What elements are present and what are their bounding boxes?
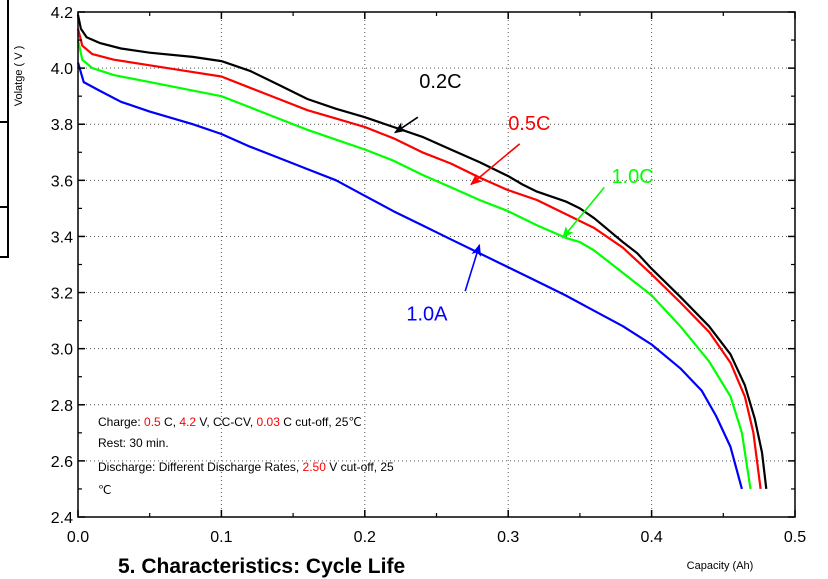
- note-line: Discharge: Different Discharge Rates, 2.…: [98, 460, 394, 474]
- left-fragment-rule: [0, 121, 9, 123]
- y-tick-label: 2.6: [51, 454, 73, 471]
- curve-label-arrow: [470, 143, 521, 186]
- curve-labels: 0.2C 0.5C 1.0C 1.0A: [394, 71, 654, 326]
- note-segment: 0.5: [144, 415, 161, 429]
- series-line-0.5C: [76, 28, 762, 490]
- section-heading: 5. Characteristics: Cycle Life: [118, 555, 406, 578]
- note-line: ℃: [98, 483, 111, 497]
- x-tick-label: 0.0: [67, 529, 89, 546]
- curve-label-1.0C: 1.0C: [611, 166, 653, 188]
- curve-label-0.5C: 0.5C: [508, 113, 550, 135]
- y-tick-label: 4.2: [51, 5, 73, 22]
- y-tick-label: 2.8: [51, 398, 73, 415]
- note-segment: 2.50: [303, 460, 327, 474]
- note-segment: 0.03: [257, 415, 281, 429]
- curve-label-arrow: [394, 116, 419, 134]
- y-tick-label: 3.0: [51, 342, 73, 359]
- series-line-1.0A: [76, 62, 743, 490]
- y-tick-label: 2.4: [51, 510, 73, 527]
- curve-label-arrow: [464, 243, 482, 292]
- grid-lines: [78, 12, 795, 517]
- left-table-fragment: [0, 0, 9, 258]
- note-line: Charge: 0.5 C, 4.2 V, CC-CV, 0.03 C cut-…: [98, 415, 362, 429]
- left-fragment-rule: [0, 206, 9, 208]
- x-tick-label: 0.5: [784, 529, 806, 546]
- series-lines: [76, 14, 768, 490]
- curve-label-0.2C: 0.2C: [419, 71, 461, 93]
- y-tick-label: 4.0: [51, 61, 73, 78]
- note-segment: C cut-off, 25℃: [280, 415, 362, 429]
- note-segment: Discharge: Different Discharge Rates,: [98, 460, 303, 474]
- curve-label-1.0A: 1.0A: [406, 304, 448, 326]
- series-line-1.0C: [76, 39, 752, 490]
- note-segment: V, CC-CV,: [196, 415, 256, 429]
- note-line: Rest: 30 min.: [98, 436, 169, 450]
- axis-ticks: 0.0 0.1 0.2 0.3 0.4 0.5 2.4 2.6 2.8 3.0 3.2 3.4 3.6 3…: [51, 5, 806, 546]
- x-tick-label: 0.4: [640, 529, 662, 546]
- test-conditions-note: Charge: 0.5 C, 4.2 V, CC-CV, 0.03 C cut-…: [98, 415, 394, 497]
- x-tick-label: 0.3: [497, 529, 519, 546]
- y-tick-label: 3.4: [51, 229, 73, 246]
- note-segment: V cut-off, 25: [326, 460, 394, 474]
- x-axis-title: Capacity (Ah): [687, 560, 754, 572]
- note-segment: Charge:: [98, 415, 144, 429]
- note-segment: Rest: 30 min.: [98, 436, 169, 450]
- note-segment: 4.2: [179, 415, 196, 429]
- y-tick-label: 3.8: [51, 117, 73, 134]
- note-segment: C,: [161, 415, 180, 429]
- y-tick-label: 3.6: [51, 173, 73, 190]
- x-tick-label: 0.2: [354, 529, 376, 546]
- note-segment: ℃: [98, 483, 111, 497]
- y-tick-label: 3.2: [51, 286, 73, 303]
- curve-label-arrow: [562, 186, 605, 239]
- series-line-0.2C: [76, 14, 768, 490]
- x-tick-label: 0.1: [210, 529, 232, 546]
- y-axis-title: Volatge ( V ): [13, 46, 25, 107]
